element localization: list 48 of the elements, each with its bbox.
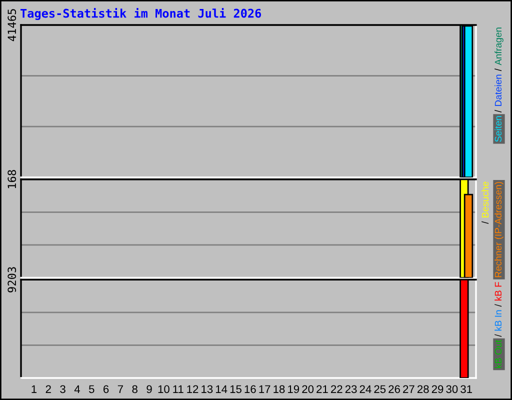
text: Seiten [494,116,502,142]
x-tick-label: 28 [417,385,429,394]
x-tick-label: 1 [32,385,37,393]
y-tick-label: 41465 [8,9,16,42]
x-tick-label: 3 [60,385,66,394]
x-tick-label: 30 [446,385,458,394]
y-tick-label: 168 [8,170,16,188]
text: / [494,334,502,337]
x-tick-label: 31 [460,385,472,394]
x-tick-label: 8 [132,385,138,394]
x-tick-label: 20 [302,385,314,394]
x-tick-label: 21 [316,385,328,393]
chart-title: Tages-Statistik im Monat Juli 2026 [20,8,262,20]
x-tick-label: 9 [146,385,152,394]
x-tick-label: 16 [244,385,256,394]
text: kB F [494,282,502,300]
text: / [494,110,502,112]
x-tick-label: 24 [360,385,372,393]
x-tick-label: 18 [274,385,285,394]
x-tick-label: 11 [173,385,184,393]
x-tick-label: 5 [88,385,94,394]
x-tick-label: 2 [46,385,51,393]
x-tick-label: 17 [259,385,270,393]
text: / [494,304,502,307]
x-tick-label: 7 [118,385,123,393]
text: Anfragen [494,28,504,66]
x-tick-label: 13 [202,385,213,394]
text: / [494,68,502,72]
x-tick-label: 4 [74,385,80,393]
legend-label: kB Out [494,340,502,368]
x-tick-label: 15 [230,385,242,394]
legend-label: kB In [494,310,502,331]
y-tick-label: 9203 [8,267,16,292]
x-tick-label: 23 [345,385,357,394]
text: / [482,221,489,224]
x-tick-label: 22 [331,385,342,393]
x-tick-label: 14 [216,385,228,393]
text: Dateien [494,74,502,106]
text: Rechner (IP-Adressen) [494,182,504,278]
x-tick-label: 12 [187,385,198,393]
x-tick-label: 6 [104,385,109,394]
text: Besuche [482,182,489,218]
x-tick-label: 26 [388,385,400,394]
x-tick-label: 25 [374,385,386,394]
x-tick-label: 10 [158,385,170,394]
x-tick-label: 27 [403,385,414,393]
x-tick-label: 29 [432,385,444,394]
x-tick-label: 19 [288,385,300,394]
